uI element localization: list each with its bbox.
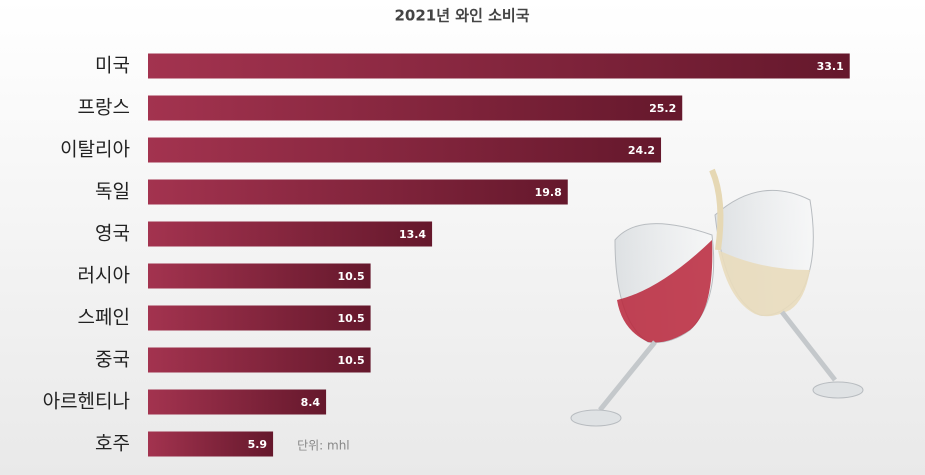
category-label: 아르헨티나: [43, 391, 130, 413]
bar: [148, 221, 433, 247]
bar: [148, 347, 371, 373]
wine-glasses: [570, 168, 864, 427]
category-label: 독일: [95, 181, 130, 203]
category-label: 스페인: [78, 307, 130, 329]
value-label: 10.5: [337, 312, 364, 325]
value-label: 19.8: [535, 186, 562, 199]
category-label: 러시아: [78, 265, 130, 287]
category-label: 미국: [95, 55, 130, 77]
bar: [148, 179, 568, 205]
category-label: 이탈리아: [60, 139, 130, 161]
bar: [148, 95, 683, 121]
category-label: 프랑스: [78, 97, 130, 119]
category-label: 호주: [95, 433, 130, 455]
value-label: 10.5: [337, 354, 364, 367]
chart-title: 2021년 와인 소비국: [395, 7, 530, 25]
category-label: 중국: [95, 349, 130, 371]
value-label: 13.4: [399, 228, 426, 241]
value-label: 25.2: [649, 102, 676, 115]
bar: [148, 389, 327, 415]
bar: [148, 431, 274, 457]
bar: [148, 263, 371, 289]
value-label: 8.4: [301, 396, 321, 409]
unit-note: 단위: mhl: [297, 439, 350, 453]
bar: [148, 53, 850, 79]
category-label: 영국: [95, 223, 130, 245]
value-label: 5.9: [248, 438, 268, 451]
bar: [148, 305, 371, 331]
value-label: 24.2: [628, 144, 655, 157]
bar: [148, 137, 662, 163]
value-label: 33.1: [817, 60, 844, 73]
value-label: 10.5: [337, 270, 364, 283]
